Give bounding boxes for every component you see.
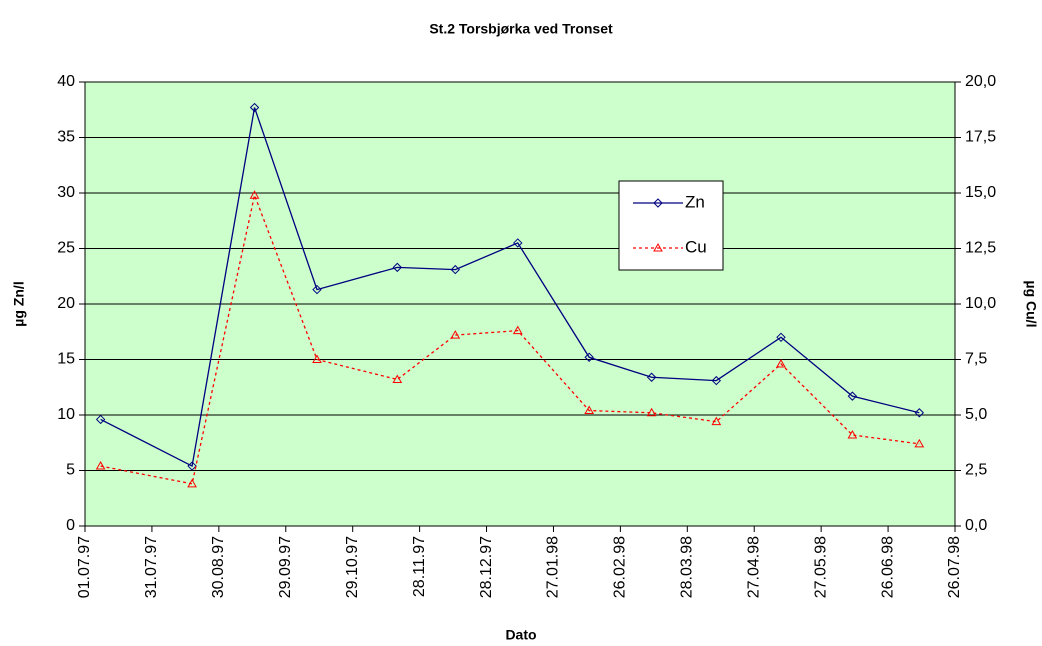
y2-axis-label: µg Cu/l [1023, 281, 1039, 328]
marker [776, 358, 786, 368]
legend-box [618, 180, 724, 271]
x-tick-label: 27.01.98 [545, 536, 562, 598]
marker [95, 414, 106, 425]
y-tick-label: 0 [66, 517, 75, 534]
marker [914, 408, 925, 418]
x-tick-label: 27.04.98 [745, 536, 762, 598]
marker [95, 461, 106, 470]
series-line [100, 192, 920, 485]
marker [312, 354, 322, 363]
marker [187, 478, 197, 488]
x-tick-label: 30.08.97 [210, 536, 227, 598]
marker [249, 102, 260, 113]
y2-tick-label: 7,5 [965, 351, 987, 368]
marker [646, 372, 657, 382]
marker [711, 416, 722, 426]
y-tick-label: 30 [57, 184, 75, 201]
marker [187, 461, 197, 471]
y2-tick-label: 0,0 [965, 517, 987, 534]
x-tick-label: 29.10.97 [344, 536, 361, 598]
x-tick-label: 27.05.98 [812, 536, 829, 598]
marker [584, 405, 595, 415]
marker [512, 325, 523, 335]
legend-label: Zn [685, 192, 705, 211]
y-tick-label: 20 [57, 295, 75, 312]
y-tick-label: 15 [57, 351, 75, 368]
marker [392, 262, 403, 273]
y2-tick-label: 2,5 [965, 462, 987, 479]
marker [312, 284, 322, 295]
legend-marker [653, 198, 663, 208]
x-tick-label: 26.02.98 [612, 536, 629, 598]
y-tick-label: 25 [57, 240, 75, 257]
marker [450, 330, 461, 339]
x-tick-label: 26.07.98 [946, 536, 963, 598]
x-tick-label: 01.07.97 [76, 536, 93, 598]
x-tick-label: 26.06.98 [879, 536, 896, 598]
y2-tick-label: 5,0 [965, 406, 987, 423]
marker [847, 391, 858, 401]
chart-title: St.2 Torsbjørka ved Tronset [429, 21, 613, 37]
x-tick-label: 29.09.97 [277, 536, 294, 598]
y-axis-label: µg Zn/l [11, 281, 27, 326]
y-tick-label: 35 [57, 129, 75, 146]
y2-tick-label: 20,0 [965, 73, 996, 90]
marker [847, 429, 858, 439]
x-tick-label: 28.12.97 [478, 536, 495, 598]
marker [646, 407, 657, 417]
marker [513, 238, 523, 248]
marker [914, 438, 925, 448]
marker [392, 374, 403, 383]
y2-tick-label: 10,0 [965, 295, 996, 312]
x-tick-label: 28.11.97 [411, 536, 428, 597]
marker [584, 352, 594, 362]
legend-marker [653, 242, 663, 252]
y-tick-label: 40 [57, 73, 75, 90]
legend-label: Cu [685, 237, 707, 256]
x-axis-label: Dato [505, 627, 536, 643]
marker [776, 332, 786, 343]
x-tick-label: 31.07.97 [143, 536, 160, 598]
x-tick-label: 28.03.98 [679, 536, 696, 598]
marker [249, 190, 260, 199]
y2-tick-label: 17,5 [965, 129, 996, 146]
y-tick-label: 5 [66, 462, 75, 479]
marker [711, 375, 722, 386]
y2-tick-label: 12,5 [965, 240, 996, 257]
y2-tick-label: 15,0 [965, 184, 996, 201]
y-tick-label: 10 [57, 406, 75, 423]
marker [450, 264, 461, 275]
series-line [100, 107, 920, 468]
